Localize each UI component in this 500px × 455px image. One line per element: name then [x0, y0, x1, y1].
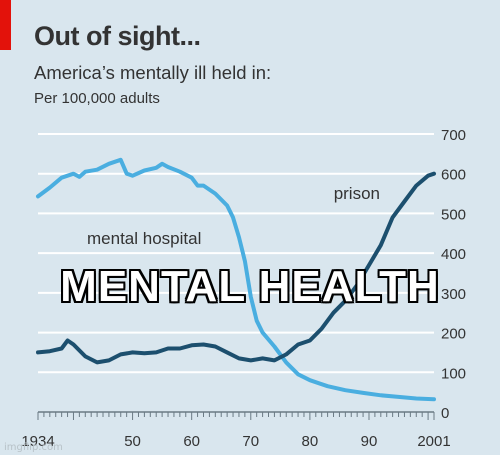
y-tick-label-700: 700	[441, 127, 466, 144]
brand-red-bar	[0, 0, 11, 50]
series-label-mental-hospital: mental hospital	[87, 229, 201, 248]
series-line-mental-hospital	[36, 157, 436, 402]
y-tick-label-300: 300	[441, 286, 466, 303]
x-tick-label-1934: 1934	[21, 433, 54, 450]
y-tick-label-200: 200	[441, 326, 466, 343]
y-tick-label-600: 600	[441, 167, 466, 184]
y-tick-label-0: 0	[441, 405, 449, 422]
chart-subtitle: America’s mentally ill held in:	[34, 62, 272, 83]
x-tick-label-1950: 50	[124, 433, 141, 450]
watermark: imgflip.com	[4, 442, 63, 453]
y-tick-label-100: 100	[441, 365, 466, 382]
meme-caption: MENTAL HEALTH	[60, 262, 440, 311]
series-label-prison: prison	[334, 184, 380, 203]
chart-units: Per 100,000 adults	[34, 90, 160, 107]
chart-title: Out of sight...	[34, 21, 201, 51]
x-tick-label-1960: 60	[183, 433, 200, 450]
y-tick-label-400: 400	[441, 246, 466, 263]
x-tick-label-1970: 70	[242, 433, 259, 450]
x-tick-label-2001: 2001	[417, 433, 450, 450]
x-tick-label-1990: 90	[361, 433, 378, 450]
y-tick-label-500: 500	[441, 206, 466, 223]
x-tick-label-1980: 80	[302, 433, 319, 450]
series-line-prison	[36, 171, 436, 365]
